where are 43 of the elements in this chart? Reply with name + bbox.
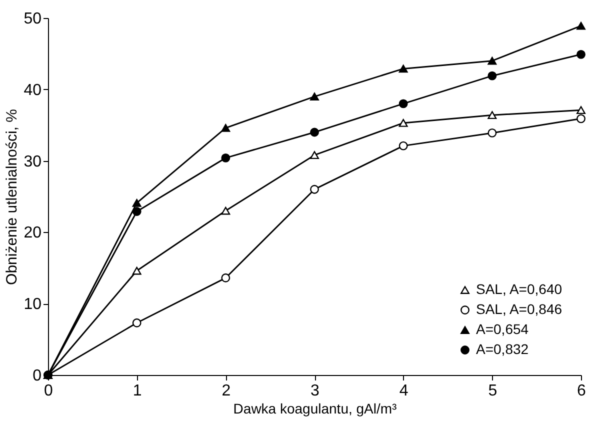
point xyxy=(488,111,497,120)
y-tick-label: 20 xyxy=(24,224,42,242)
x-tick-label: 5 xyxy=(488,382,498,400)
point xyxy=(398,64,408,73)
point xyxy=(221,206,230,215)
y-tick-label: 30 xyxy=(24,153,42,170)
point xyxy=(398,119,408,127)
point xyxy=(132,198,142,207)
y-tick-label: 50 xyxy=(24,10,42,28)
point xyxy=(576,106,586,114)
x-tick-label: 0 xyxy=(44,382,54,400)
point xyxy=(310,92,319,100)
point xyxy=(221,153,230,162)
legend-label: A=0,654 xyxy=(476,321,529,337)
point xyxy=(132,207,142,216)
y-tick-label: 40 xyxy=(24,82,42,99)
point xyxy=(576,22,586,30)
legend-label: SAL, A=0,846 xyxy=(476,301,562,317)
point xyxy=(576,114,586,124)
point xyxy=(132,318,142,328)
x-tick-label: 1 xyxy=(132,382,142,400)
point xyxy=(398,99,408,108)
x-tick-label: 3 xyxy=(310,382,320,400)
point xyxy=(132,266,142,275)
y-tick-label: 0 xyxy=(32,368,42,384)
y-tick-label: 10 xyxy=(24,296,42,314)
point xyxy=(488,71,497,80)
point xyxy=(488,56,497,65)
x-tick-label: 6 xyxy=(577,382,586,400)
legend-label: SAL, A=0,640 xyxy=(476,281,562,297)
y-axis-title: Obniżenie utlenialności, % xyxy=(4,109,21,285)
point xyxy=(310,151,319,160)
point xyxy=(576,50,586,59)
x-tick-label: 2 xyxy=(222,382,231,400)
x-axis-title: Dawka koagulantu, gAl/m³ xyxy=(233,400,398,416)
point xyxy=(398,141,408,150)
point xyxy=(488,128,497,138)
point xyxy=(310,128,319,137)
point xyxy=(221,273,230,282)
point xyxy=(310,184,319,194)
x-tick-label: 4 xyxy=(399,382,408,400)
legend-label: A=0,832 xyxy=(476,341,529,357)
point xyxy=(221,124,230,132)
